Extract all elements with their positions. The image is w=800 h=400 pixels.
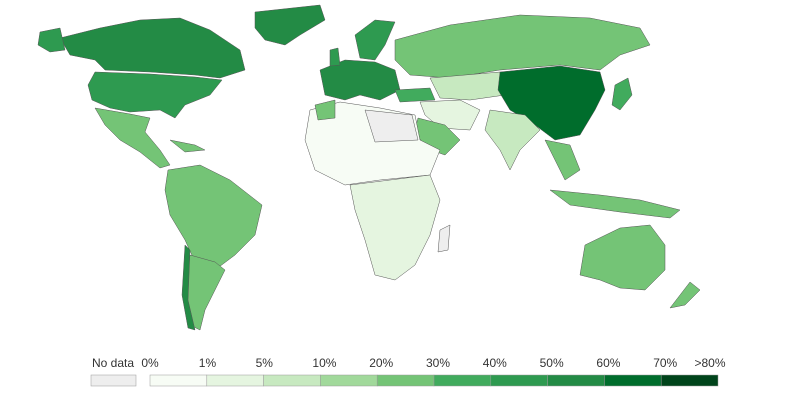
greenland	[254, 4, 326, 46]
legend-swatch	[149, 374, 208, 387]
caribbean	[169, 139, 206, 153]
russia	[394, 14, 651, 79]
legend-label: 1%	[199, 356, 217, 370]
legend-label: 30%	[426, 356, 450, 370]
legend-swatch	[660, 374, 719, 387]
southern-africa	[349, 174, 441, 281]
legend-swatch	[376, 374, 435, 387]
world-map	[37, 4, 701, 331]
turkey	[394, 87, 436, 103]
madagascar	[437, 224, 451, 253]
legend-swatch	[604, 374, 662, 387]
chile	[181, 244, 196, 331]
legend: No data 0% 1% 5% 10% 20% 30% 40% 50% 60% 70% >80%	[90, 356, 726, 387]
legend-swatch	[320, 374, 378, 387]
legend-label: 50%	[540, 356, 564, 370]
europe	[319, 59, 401, 101]
legend-swatch	[433, 374, 492, 387]
southeast-asia	[544, 139, 581, 181]
legend-swatch	[490, 374, 548, 387]
canada	[59, 17, 246, 79]
alaska	[37, 27, 66, 53]
legend-no-data-swatch	[90, 374, 137, 387]
china	[497, 65, 606, 141]
libya-egypt	[364, 109, 419, 143]
mexico	[94, 107, 171, 169]
uk	[329, 47, 341, 67]
australia	[579, 224, 666, 291]
new-zealand	[669, 281, 701, 309]
legend-label: 20%	[369, 356, 393, 370]
usa	[87, 71, 223, 119]
legend-swatch	[206, 374, 264, 387]
morocco	[314, 99, 336, 121]
japan	[611, 77, 633, 111]
scandinavia	[354, 19, 396, 61]
legend-swatch	[263, 374, 321, 387]
indonesia	[549, 189, 681, 219]
legend-label: 0%	[141, 356, 159, 370]
legend-swatch	[547, 374, 605, 387]
legend-label: 70%	[653, 356, 677, 370]
legend-label: >80%	[694, 356, 725, 370]
legend-no-data-label: No data	[92, 356, 134, 370]
legend-label: 10%	[312, 356, 336, 370]
legend-label: 60%	[596, 356, 620, 370]
legend-label: 40%	[483, 356, 507, 370]
legend-label: 5%	[256, 356, 274, 370]
central-asia	[429, 71, 506, 101]
india	[484, 109, 541, 171]
